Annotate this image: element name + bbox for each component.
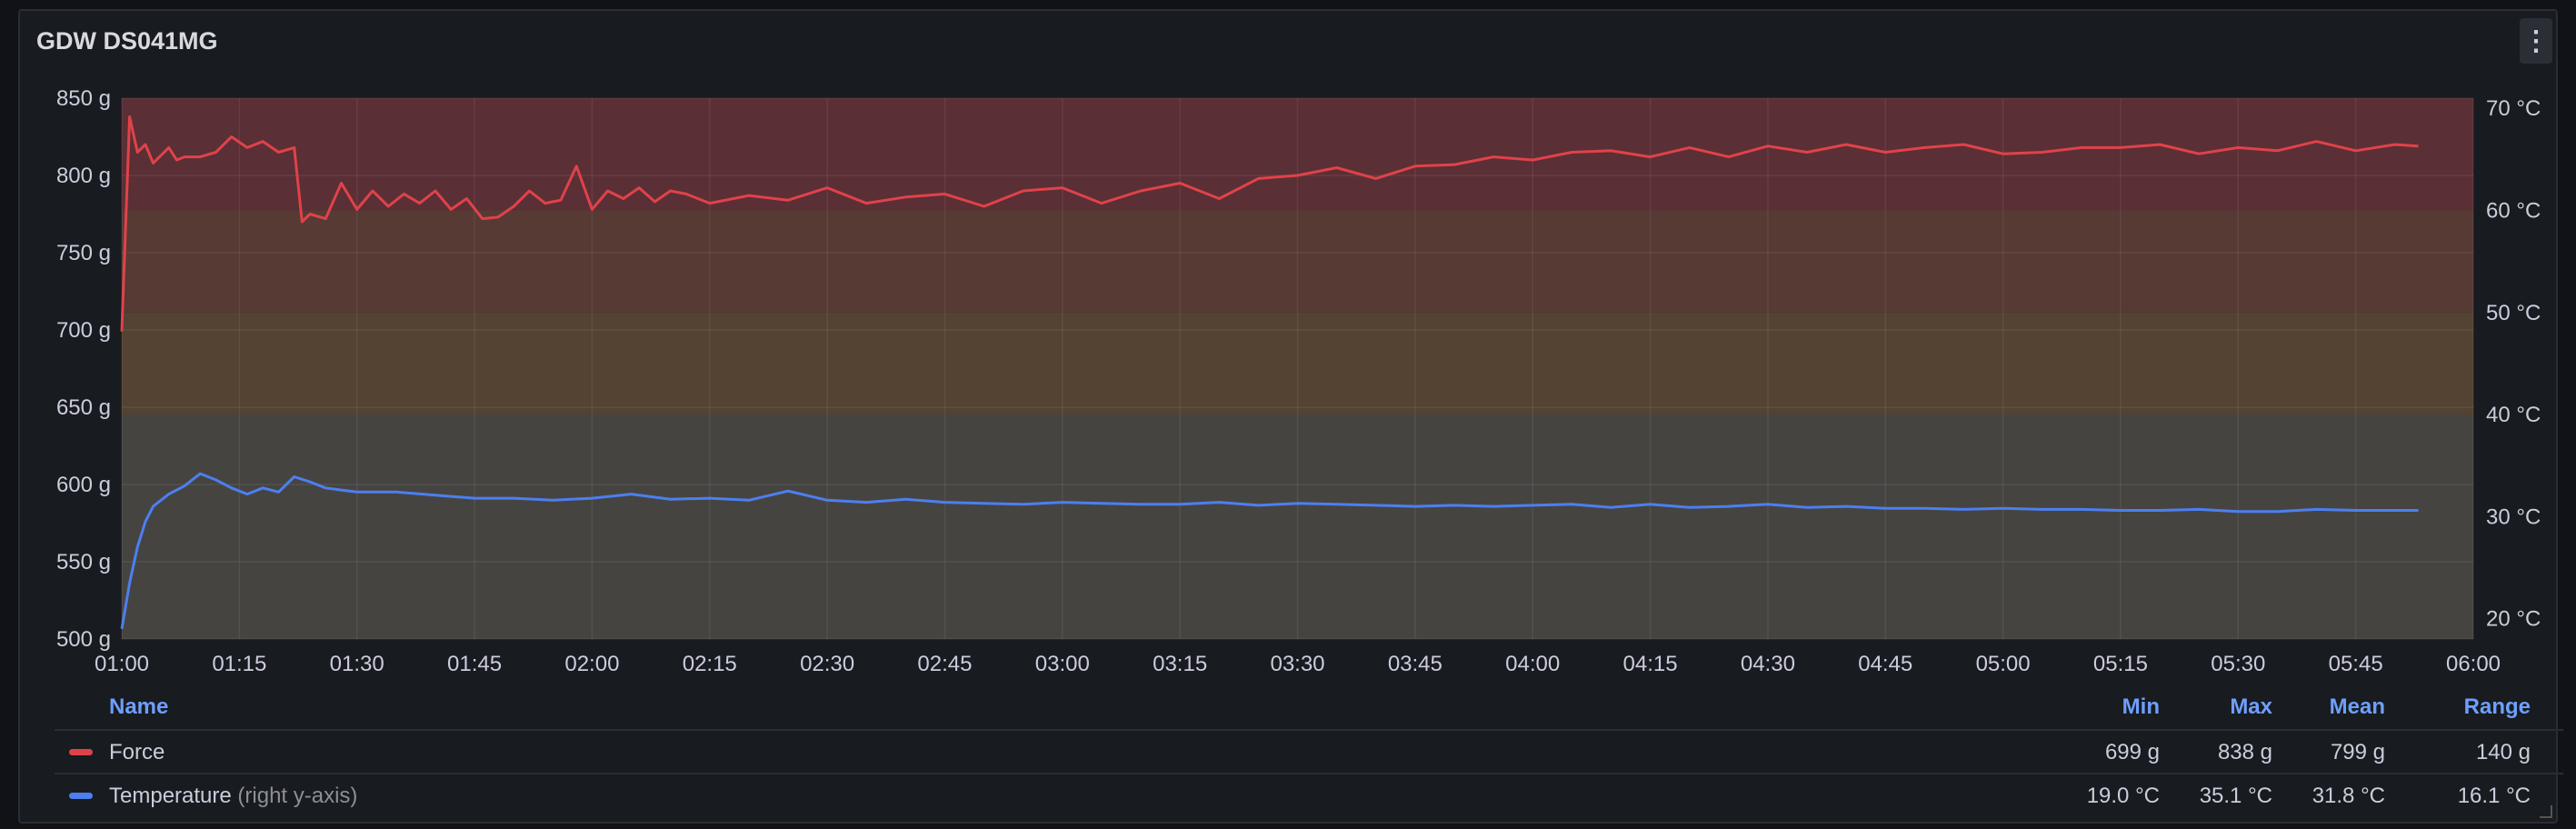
panel-menu-button[interactable]: ⋮ bbox=[2520, 18, 2552, 64]
legend-range-value: 140 g bbox=[2475, 740, 2531, 764]
x-axis-tick-label: 04:15 bbox=[1623, 652, 1678, 676]
right-axis-tick-label: 30 °C bbox=[2486, 504, 2541, 529]
legend-min-value: 19.0 °C bbox=[2086, 784, 2160, 808]
left-axis-tick-label: 800 g bbox=[56, 164, 111, 188]
resize-handle[interactable] bbox=[2540, 805, 2552, 818]
chart-panel: GDW DS041MG ⋮ 850 g 800 g 750 g 700 g 650 g 6… bbox=[18, 9, 2563, 824]
x-axis-tick-label: 04:30 bbox=[1741, 652, 1795, 676]
x-axis-tick-label: 03:30 bbox=[1270, 652, 1324, 676]
x-axis-tick-label: 04:00 bbox=[1505, 652, 1560, 676]
threshold-band bbox=[122, 210, 2473, 313]
legend-series-label[interactable]: Temperature bbox=[109, 784, 232, 808]
legend-mean-value: 31.8 °C bbox=[2311, 784, 2385, 808]
legend-table: Name Min Max Mean Range Force 699 g 838 … bbox=[55, 694, 2563, 816]
x-axis-tick-label: 02:00 bbox=[564, 652, 619, 676]
legend-series-name: Temperature (right y-axis) bbox=[109, 784, 357, 809]
right-axis-tick-label: 50 °C bbox=[2486, 301, 2541, 325]
x-axis-tick-label: 02:30 bbox=[800, 652, 854, 676]
panel-title: GDW DS041MG bbox=[36, 27, 218, 55]
left-axis-tick-label: 600 g bbox=[56, 473, 111, 497]
legend-header-max[interactable]: Max bbox=[2230, 694, 2272, 719]
left-axis-tick-label: 750 g bbox=[56, 241, 111, 265]
x-axis-tick-label: 03:45 bbox=[1388, 652, 1443, 676]
vertical-ellipsis-icon: ⋮ bbox=[2522, 25, 2550, 56]
left-axis-tick-label: 500 g bbox=[56, 627, 111, 652]
x-axis-tick-label: 05:30 bbox=[2211, 652, 2265, 676]
legend-max-value: 838 g bbox=[2217, 740, 2272, 764]
x-axis-tick-label: 03:15 bbox=[1153, 652, 1207, 676]
x-axis-tick-label: 03:00 bbox=[1035, 652, 1090, 676]
x-axis-tick-label: 01:15 bbox=[212, 652, 266, 676]
legend-header-range[interactable]: Range bbox=[2463, 694, 2531, 719]
legend-axis-note: (right y-axis) bbox=[237, 784, 358, 808]
left-axis-tick-label: 650 g bbox=[56, 395, 111, 420]
legend-max-value: 35.1 °C bbox=[2199, 784, 2272, 808]
legend-row-force[interactable]: Force 699 g 838 g 799 g 140 g bbox=[55, 729, 2563, 773]
legend-header-mean[interactable]: Mean bbox=[2329, 694, 2385, 719]
left-axis-tick-label: 850 g bbox=[56, 86, 111, 111]
temperature-color-swatch bbox=[69, 793, 93, 799]
x-axis-tick-label: 05:15 bbox=[2093, 652, 2148, 676]
series-line-force bbox=[120, 115, 2419, 332]
x-axis-tick-label: 05:45 bbox=[2329, 652, 2383, 676]
left-axis-tick-label: 550 g bbox=[56, 550, 111, 574]
x-axis-tick-label: 06:00 bbox=[2446, 652, 2501, 676]
x-axis-tick-label: 01:00 bbox=[95, 652, 149, 676]
x-axis-tick-label: 04:45 bbox=[1858, 652, 1912, 676]
x-axis-tick-label: 05:00 bbox=[1976, 652, 2031, 676]
legend-series-name[interactable]: Force bbox=[109, 740, 165, 764]
threshold-band bbox=[122, 312, 2473, 415]
threshold-band bbox=[122, 414, 2473, 639]
series-line-temperature bbox=[120, 472, 2419, 630]
legend-mean-value: 799 g bbox=[2330, 740, 2385, 764]
legend-header-min[interactable]: Min bbox=[2122, 694, 2160, 719]
threshold-band bbox=[122, 98, 2473, 211]
legend-min-value: 699 g bbox=[2104, 740, 2160, 764]
right-axis-tick-label: 70 °C bbox=[2486, 96, 2541, 121]
right-axis-tick-label: 60 °C bbox=[2486, 198, 2541, 223]
legend-header-name[interactable]: Name bbox=[109, 694, 169, 719]
x-axis-tick-label: 01:45 bbox=[447, 652, 502, 676]
x-axis-tick-label: 02:15 bbox=[683, 652, 737, 676]
x-axis-tick-label: 02:45 bbox=[917, 652, 972, 676]
right-axis-tick-label: 40 °C bbox=[2486, 403, 2541, 427]
legend-range-value: 16.1 °C bbox=[2457, 784, 2531, 808]
time-series-chart: 850 g 800 g 750 g 700 g 650 g 600 g 550 g 500 g… bbox=[56, 86, 2541, 676]
x-axis-tick-label: 01:30 bbox=[330, 652, 384, 676]
legend-row-temperature[interactable]: Temperature (right y-axis) 19.0 °C 35.1 … bbox=[55, 773, 2563, 816]
left-axis-tick-label: 700 g bbox=[56, 318, 111, 343]
force-color-swatch bbox=[69, 749, 93, 755]
right-axis-tick-label: 20 °C bbox=[2486, 607, 2541, 632]
legend-header: Name Min Max Mean Range bbox=[55, 694, 2563, 729]
